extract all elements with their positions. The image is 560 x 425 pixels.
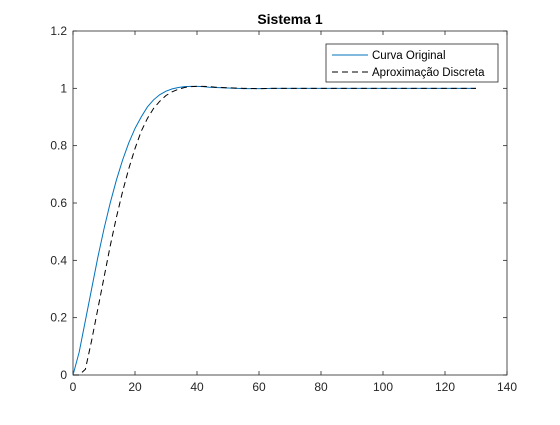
x-tick-label: 60 — [252, 380, 266, 394]
x-tick-label: 40 — [190, 380, 204, 394]
x-tick-label: 80 — [314, 380, 328, 394]
x-tick-label: 120 — [435, 380, 455, 394]
y-tick-label: 1.2 — [50, 24, 67, 38]
legend-label-curva-original: Curva Original — [372, 50, 446, 62]
x-tick-label: 20 — [128, 380, 142, 394]
legend: Curva Original Aproximação Discreta — [325, 43, 499, 83]
plot-area-background — [73, 31, 507, 375]
series-line-aproximacao-discreta — [73, 85, 476, 376]
y-tick-label: 0 — [60, 368, 67, 382]
legend-label-aproximacao-discreta: Aproximação Discreta — [372, 67, 485, 79]
y-tick-label: 1 — [60, 81, 67, 95]
y-tick-label: 0.4 — [50, 253, 67, 267]
chart-title: Sistema 1 — [257, 11, 323, 27]
x-tick-label: 140 — [497, 380, 517, 394]
y-tick-label: 0.2 — [50, 311, 67, 325]
x-tick-label: 0 — [70, 380, 77, 394]
axes: 0 20 40 60 80 100 120 140 0 0.2 0.4 0.6 0.8 1 1.2 — [50, 24, 517, 394]
series-layer — [72, 85, 476, 376]
legend-box — [325, 43, 499, 83]
y-tick-label: 0.8 — [50, 139, 67, 153]
y-tick-label: 0.6 — [50, 196, 67, 210]
x-tick-label: 100 — [373, 380, 393, 394]
